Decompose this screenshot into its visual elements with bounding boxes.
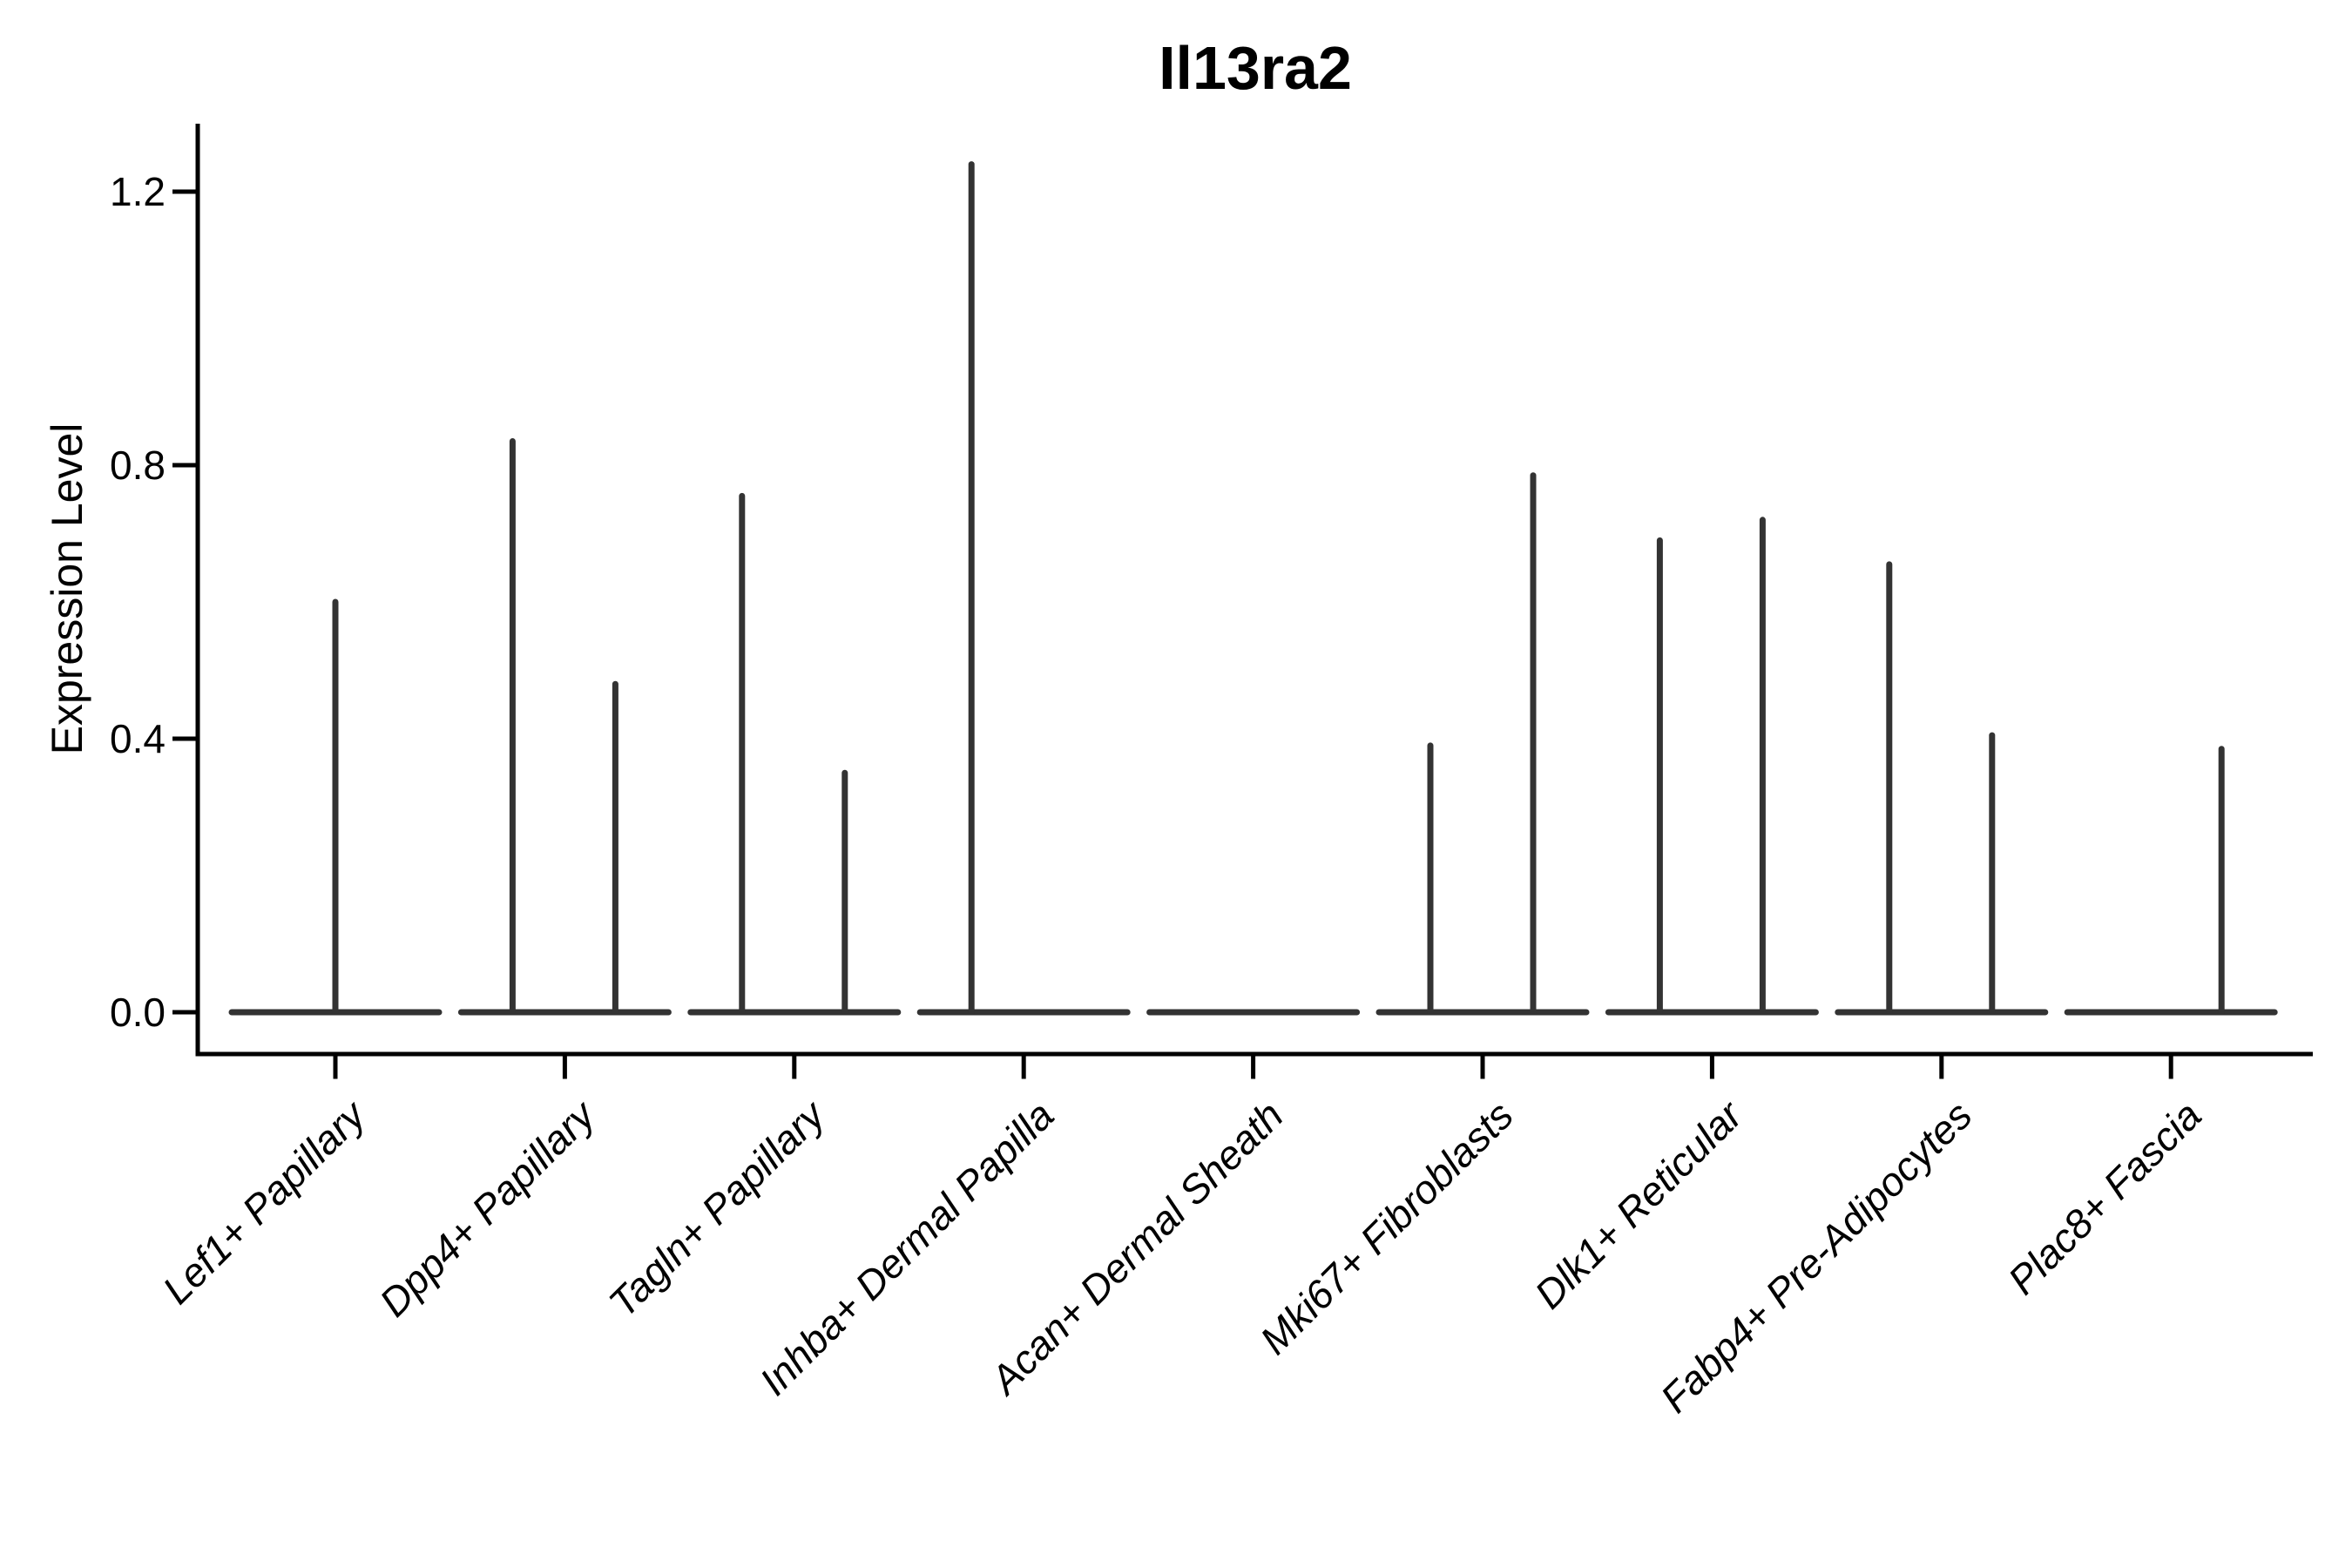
y-tick-label: 1.2 [110,169,166,214]
y-tick-label: 0.0 [110,990,166,1035]
y-tick-label: 0.8 [110,443,166,488]
y-tick-label: 0.4 [110,716,166,761]
chart-title: Il13ra2 [1159,34,1352,102]
